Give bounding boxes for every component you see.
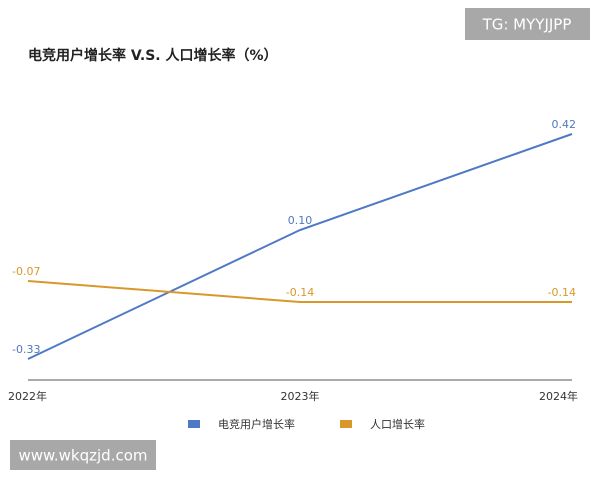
- watermark: TG: MYYJJPP: [482, 16, 572, 34]
- legend-label: 电竞用户增长率: [218, 417, 295, 431]
- data-label: -0.33: [12, 343, 40, 356]
- x-tick-label: 2023年: [281, 389, 320, 403]
- series-line: [27, 133, 573, 360]
- data-label: -0.07: [12, 265, 40, 278]
- x-tick-label: 2024年: [539, 389, 578, 403]
- series-line: [27, 280, 572, 303]
- legend-swatch: [340, 420, 352, 428]
- watermark-box: [465, 8, 590, 40]
- data-label: -0.14: [548, 286, 576, 299]
- data-label: 0.10: [288, 214, 313, 227]
- watermark-box: [10, 440, 156, 470]
- chart-title: 电竞用户增长率 V.S. 人口增长率（%）: [28, 47, 278, 64]
- legend-label: 人口增长率: [370, 417, 425, 431]
- data-label: -0.14: [286, 286, 314, 299]
- watermark: www.wkqzjd.com: [18, 447, 147, 465]
- legend-swatch: [188, 420, 200, 428]
- data-label: 0.42: [552, 118, 577, 131]
- x-tick-label: 2022年: [8, 389, 47, 403]
